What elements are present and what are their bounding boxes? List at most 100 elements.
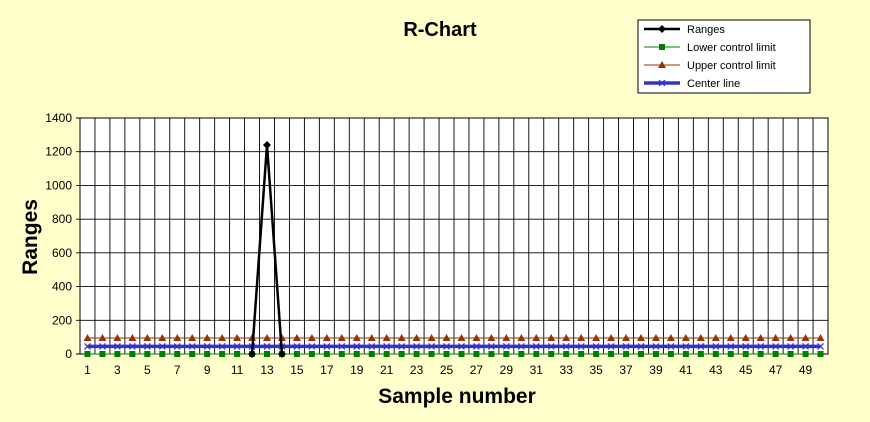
data-point-center-line xyxy=(697,342,705,350)
y-tick-label: 1200 xyxy=(45,145,72,159)
data-point-lower-control-limit xyxy=(772,351,779,357)
data-point-upper-control-limit xyxy=(711,333,720,341)
data-point-upper-control-limit xyxy=(622,333,631,341)
data-point-upper-control-limit xyxy=(816,333,825,341)
data-point-lower-control-limit xyxy=(99,351,106,357)
data-point-upper-control-limit xyxy=(158,333,167,341)
marker-stroke xyxy=(487,342,495,350)
data-point-upper-control-limit xyxy=(113,333,122,341)
marker-stroke xyxy=(697,342,705,350)
data-point-center-line xyxy=(428,342,435,350)
data-point-upper-control-limit xyxy=(562,333,571,341)
marker-stroke xyxy=(188,342,196,350)
marker-stroke xyxy=(128,342,136,350)
marker-stroke xyxy=(203,342,211,350)
data-point-lower-control-limit xyxy=(114,351,121,357)
legend-marker-ranges xyxy=(658,25,666,33)
data-point-lower-control-limit xyxy=(323,351,330,357)
data-point-lower-control-limit xyxy=(398,351,405,357)
x-tick-label: 11 xyxy=(231,363,244,377)
data-point-center-line xyxy=(802,342,809,350)
data-point-upper-control-limit xyxy=(83,333,92,341)
data-point-center-line xyxy=(413,342,421,350)
marker-stroke xyxy=(532,342,540,350)
data-point-upper-control-limit xyxy=(143,333,152,341)
data-point-upper-control-limit xyxy=(517,333,526,341)
legend-box xyxy=(637,19,811,94)
data-point-upper-control-limit xyxy=(292,333,301,341)
data-point-upper-control-limit xyxy=(532,333,541,341)
x-axis-title: Sample number xyxy=(378,385,536,408)
x-tick-label: 15 xyxy=(290,363,304,377)
marker-stroke xyxy=(158,342,166,350)
data-point-upper-control-limit xyxy=(547,333,556,341)
data-point-lower-control-limit xyxy=(383,351,390,357)
data-point-center-line xyxy=(667,342,675,350)
data-point-upper-control-limit xyxy=(203,333,212,341)
x-tick-label: 3 xyxy=(114,363,121,377)
marker-stroke xyxy=(413,342,421,350)
legend-label-upper-control-limit: Upper control limit xyxy=(687,60,776,72)
x-tick-label: 21 xyxy=(380,363,394,377)
data-point-lower-control-limit xyxy=(443,351,450,357)
marker-stroke xyxy=(458,342,465,350)
marker-stroke xyxy=(652,342,660,350)
x-tick-label: 43 xyxy=(709,363,723,377)
data-point-ranges xyxy=(263,140,271,149)
data-point-lower-control-limit xyxy=(787,351,794,357)
data-point-upper-control-limit xyxy=(607,333,616,341)
marker-stroke xyxy=(802,342,809,350)
data-point-upper-control-limit xyxy=(472,333,481,341)
data-point-center-line xyxy=(487,342,495,350)
data-point-lower-control-limit xyxy=(353,351,360,357)
x-tick-label: 47 xyxy=(769,363,783,377)
data-point-center-line xyxy=(787,342,795,350)
data-point-lower-control-limit xyxy=(293,351,300,357)
marker-stroke xyxy=(398,342,406,350)
data-point-upper-control-limit xyxy=(726,333,735,341)
data-point-upper-control-limit xyxy=(457,333,466,341)
data-point-lower-control-limit xyxy=(697,351,704,357)
data-point-upper-control-limit xyxy=(756,333,765,341)
data-point-upper-control-limit xyxy=(382,333,391,341)
y-tick-label: 800 xyxy=(52,212,72,226)
y-tick-label: 400 xyxy=(52,280,72,294)
data-point-lower-control-limit xyxy=(757,351,764,357)
data-point-lower-control-limit xyxy=(667,351,674,357)
data-point-upper-control-limit xyxy=(741,333,750,341)
x-tick-label: 37 xyxy=(619,363,633,377)
marker-stroke xyxy=(383,342,391,350)
data-point-lower-control-limit xyxy=(144,351,151,357)
x-tick-label: 13 xyxy=(260,363,274,377)
data-point-center-line xyxy=(338,342,346,350)
data-point-lower-control-limit xyxy=(608,351,615,357)
data-point-center-line xyxy=(263,342,271,350)
marker-stroke xyxy=(667,342,675,350)
data-point-upper-control-limit xyxy=(173,333,182,341)
data-point-lower-control-limit xyxy=(802,351,809,357)
legend-marker-upper-control-limit xyxy=(658,61,666,68)
data-point-center-line xyxy=(173,342,181,350)
data-point-upper-control-limit xyxy=(666,333,675,341)
data-point-lower-control-limit xyxy=(623,351,630,357)
marker-stroke xyxy=(772,342,780,350)
data-point-lower-control-limit xyxy=(548,351,555,357)
marker-stroke xyxy=(308,342,316,350)
x-tick-label: 5 xyxy=(144,363,151,377)
data-point-center-line xyxy=(772,342,780,350)
marker-stroke xyxy=(562,342,570,350)
x-tick-label: 25 xyxy=(440,363,454,377)
marker-stroke xyxy=(368,342,376,350)
marker-stroke xyxy=(547,342,555,350)
legend-label-lower-control-limit: Lower control limit xyxy=(687,42,776,54)
marker-stroke xyxy=(742,342,750,350)
data-point-upper-control-limit xyxy=(801,333,810,341)
data-point-center-line xyxy=(817,342,824,350)
data-point-lower-control-limit xyxy=(533,351,540,357)
data-point-upper-control-limit xyxy=(218,333,227,341)
legend-marker-lower-control-limit xyxy=(659,44,665,50)
data-point-upper-control-limit xyxy=(681,333,690,341)
data-point-center-line xyxy=(353,342,361,350)
data-point-lower-control-limit xyxy=(189,351,196,357)
